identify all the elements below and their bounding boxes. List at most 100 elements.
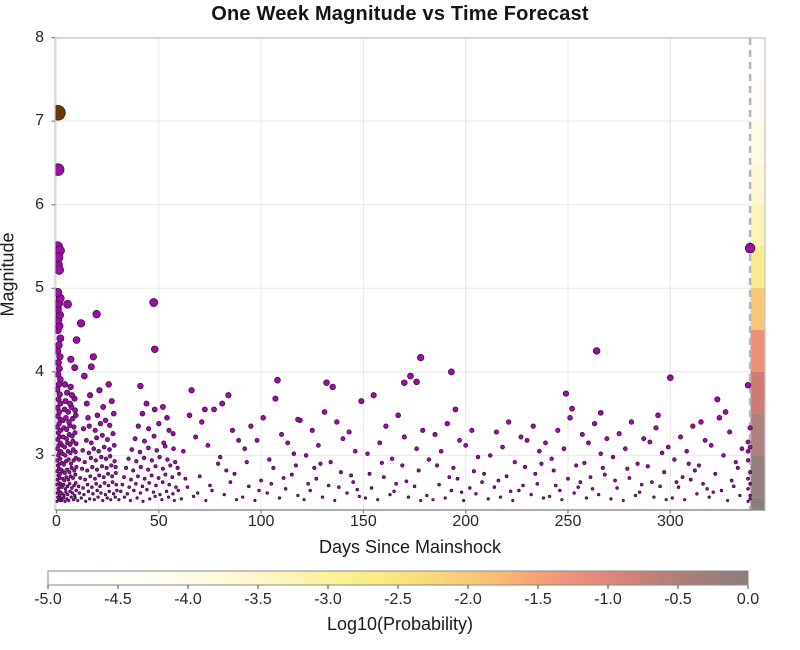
- aftershock-point: [247, 484, 251, 489]
- aftershock-point: [107, 489, 111, 494]
- aftershock-point: [64, 436, 69, 442]
- aftershock-point: [99, 432, 105, 438]
- aftershock-point: [109, 463, 114, 468]
- aftershock-point: [72, 407, 78, 414]
- aftershock-point: [683, 498, 687, 502]
- aftershock-point: [281, 476, 286, 480]
- aftershock-point: [469, 427, 475, 433]
- aftershock-point: [283, 487, 288, 491]
- colorbar-tick-label: -1.5: [524, 591, 552, 608]
- aftershock-point: [524, 437, 530, 443]
- aftershock-point: [156, 476, 161, 480]
- aftershock-point: [76, 457, 82, 462]
- colorbar: [47, 570, 749, 589]
- aftershock-point: [228, 480, 233, 484]
- aftershock-point: [85, 482, 90, 487]
- aftershock-point: [225, 392, 232, 399]
- aftershock-point: [748, 493, 752, 498]
- aftershock-point: [151, 406, 158, 413]
- aftershock-point: [88, 455, 94, 461]
- aftershock-point: [141, 455, 147, 461]
- aftershock-point: [567, 415, 573, 421]
- colorbar-tick-label: -3.0: [314, 591, 342, 608]
- aftershock-point: [358, 398, 365, 405]
- aftershock-point: [434, 463, 440, 468]
- aftershock-point: [66, 457, 71, 462]
- aftershock-point: [153, 464, 158, 469]
- aftershock-point: [94, 412, 101, 419]
- aftershock-point: [67, 482, 72, 486]
- aftershock-point: [80, 466, 85, 471]
- aftershock-point: [647, 439, 653, 445]
- aftershock-point: [64, 490, 68, 494]
- aftershock-point: [86, 489, 91, 494]
- aftershock-point: [337, 485, 341, 489]
- aftershock-point: [72, 468, 77, 473]
- aftershock-point: [211, 406, 217, 413]
- aftershock-point: [99, 464, 104, 469]
- aftershock-point: [592, 347, 601, 355]
- aftershock-point: [530, 423, 536, 429]
- aftershock-point: [135, 496, 139, 500]
- aftershock-point: [662, 470, 667, 475]
- aftershock-point: [316, 443, 321, 448]
- aftershock-point: [597, 493, 601, 497]
- aftershock-point: [333, 498, 337, 503]
- aftershock-point: [96, 387, 103, 394]
- aftershock-point: [145, 487, 149, 492]
- aftershock-point: [641, 436, 647, 442]
- aftershock-point: [328, 459, 333, 465]
- aftershock-point: [449, 488, 454, 493]
- aftershock-point: [159, 404, 166, 410]
- aftershock-point: [451, 465, 456, 470]
- aftershock-point: [94, 435, 100, 441]
- aftershock-point: [425, 493, 429, 498]
- aftershock-point: [154, 483, 158, 488]
- aftershock-point: [746, 487, 750, 491]
- aftershock-point: [147, 481, 152, 485]
- aftershock-point: [561, 446, 567, 452]
- aftershock-point: [161, 440, 167, 446]
- aftershock-point: [627, 476, 632, 480]
- aftershock-point: [55, 359, 62, 367]
- y-axis-label: Magnitude: [0, 232, 18, 317]
- aftershock-point: [537, 448, 542, 454]
- aftershock-point: [72, 430, 78, 436]
- aftershock-point: [664, 498, 668, 502]
- aftershock-point: [462, 498, 466, 503]
- aftershock-point: [74, 465, 79, 470]
- aftershock-point: [389, 456, 395, 461]
- aftershock-point: [151, 433, 157, 439]
- aftershock-point: [168, 463, 173, 468]
- aftershock-point: [108, 398, 115, 405]
- aftershock-point: [745, 448, 751, 454]
- aftershock-point: [521, 483, 525, 488]
- aftershock-point: [392, 489, 396, 494]
- band-cell: [750, 330, 765, 372]
- aftershock-point: [176, 488, 180, 493]
- aftershock-point: [379, 460, 384, 466]
- aftershock-point: [733, 459, 738, 465]
- aftershock-point: [406, 495, 411, 499]
- aftershock-point: [188, 387, 195, 394]
- aftershock-point: [739, 446, 745, 452]
- aftershock-point: [135, 423, 141, 429]
- aftershock-point: [417, 354, 425, 362]
- aftershock-point: [83, 400, 90, 407]
- aftershock-point: [512, 459, 517, 465]
- aftershock-point: [609, 497, 613, 501]
- aftershock-point: [234, 498, 239, 502]
- aftershock-point: [160, 498, 164, 502]
- aftershock-point: [217, 454, 223, 460]
- aftershock-point: [713, 471, 718, 476]
- aftershock-point: [303, 453, 309, 458]
- aftershock-point: [88, 497, 92, 501]
- aftershock-point: [242, 446, 248, 452]
- band-cell: [750, 413, 765, 456]
- aftershock-point: [650, 480, 654, 484]
- aftershock-point: [590, 487, 595, 491]
- aftershock-point: [148, 497, 152, 501]
- aftershock-point: [129, 447, 135, 452]
- aftershock-point: [170, 431, 176, 437]
- aftershock-point: [566, 476, 570, 481]
